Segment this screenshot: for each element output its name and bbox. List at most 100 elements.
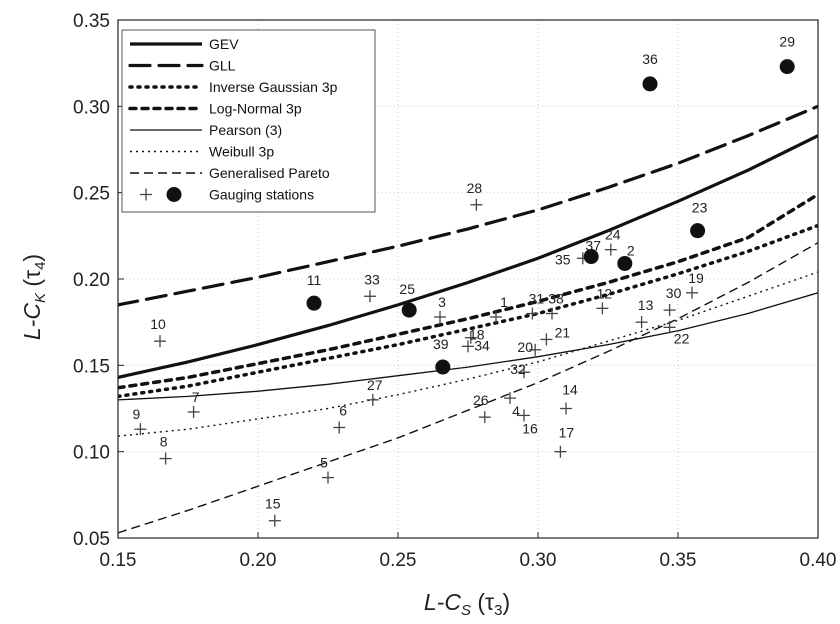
station-label-24: 24 bbox=[605, 227, 621, 243]
station-dot-39 bbox=[435, 359, 451, 375]
station-label-5: 5 bbox=[320, 455, 328, 471]
legend: GEV GLL Inverse Gaussian 3p Log-Normal 3p Pe… bbox=[121, 29, 376, 213]
station-label-10: 10 bbox=[150, 316, 166, 332]
station-label-38: 38 bbox=[548, 291, 564, 307]
station-label-21: 21 bbox=[555, 324, 571, 340]
station-plus-20 bbox=[529, 343, 542, 356]
station-plus-24 bbox=[604, 243, 617, 256]
station-dot-37 bbox=[583, 249, 599, 265]
station-plus-30 bbox=[663, 304, 676, 317]
station-label-11: 11 bbox=[307, 272, 322, 288]
station-label-28: 28 bbox=[467, 180, 483, 196]
station-plus-27 bbox=[366, 393, 379, 406]
y-tick-label: 0.25 bbox=[73, 184, 110, 205]
station-label-29: 29 bbox=[779, 34, 795, 50]
station-dot-2 bbox=[617, 255, 633, 271]
x-axis-title-main: L-C bbox=[424, 589, 461, 615]
station-plus-31 bbox=[526, 307, 539, 320]
y-axis-title-rest: (τ bbox=[19, 270, 45, 293]
y-tick-label: 0.35 bbox=[73, 11, 110, 32]
legend-label: Generalised Pareto bbox=[209, 165, 330, 181]
legend-label: Weibull 3p bbox=[209, 144, 274, 160]
station-plus-13 bbox=[635, 316, 648, 329]
station-plus-14 bbox=[560, 402, 572, 415]
station-plus-28 bbox=[470, 198, 483, 211]
station-plus-15 bbox=[268, 514, 281, 527]
station-label-15: 15 bbox=[265, 496, 281, 512]
station-plus-32 bbox=[518, 366, 530, 379]
station-plus-4 bbox=[504, 392, 516, 405]
legend-label: Pearson (3) bbox=[209, 122, 282, 138]
station-plus-17 bbox=[554, 445, 567, 458]
x-axis-title-sub: S bbox=[461, 602, 471, 619]
legend-dot bbox=[166, 187, 182, 202]
curve-gev bbox=[118, 134, 818, 379]
curve-inverse-gaussian-3p bbox=[118, 223, 818, 399]
station-label-36: 36 bbox=[642, 51, 658, 67]
station-plus-6 bbox=[333, 421, 346, 434]
station-dot-29 bbox=[779, 59, 795, 75]
station-label-37: 37 bbox=[585, 238, 601, 254]
x-tick-label: 0.25 bbox=[380, 550, 417, 571]
x-tick-label: 0.30 bbox=[520, 550, 557, 571]
station-label-4: 4 bbox=[512, 403, 520, 419]
x-axis-title: L-CS (τ3) bbox=[424, 589, 510, 619]
station-plus-34 bbox=[462, 340, 474, 353]
y-tick-label: 0.20 bbox=[73, 270, 110, 291]
station-label-26: 26 bbox=[473, 392, 489, 408]
x-tick-label: 0.15 bbox=[100, 550, 137, 571]
legend-label: Inverse Gaussian 3p bbox=[209, 79, 338, 95]
station-label-6: 6 bbox=[339, 402, 347, 418]
station-label-30: 30 bbox=[666, 285, 682, 301]
station-label-22: 22 bbox=[674, 330, 690, 346]
legend-label: Log-Normal 3p bbox=[209, 101, 302, 117]
station-plus-33 bbox=[364, 290, 376, 303]
station-label-19: 19 bbox=[688, 270, 704, 286]
station-label-16: 16 bbox=[522, 420, 538, 436]
x-tick-label: 0.40 bbox=[800, 550, 837, 571]
legend-label: GLL bbox=[209, 58, 236, 74]
station-label-32: 32 bbox=[510, 361, 526, 377]
distribution-curves bbox=[118, 104, 818, 534]
axis-ticks: 0.15 0.20 0.25 0.30 0.35 0.40 0.05 0.10 0.15 0.20… bbox=[73, 11, 836, 571]
station-plus-16 bbox=[518, 409, 530, 422]
station-label-1: 1 bbox=[500, 294, 508, 310]
y-axis-title-idx: 4 bbox=[32, 262, 49, 270]
station-label-34: 34 bbox=[474, 337, 490, 353]
x-tick-label: 0.35 bbox=[660, 550, 697, 571]
station-label-14: 14 bbox=[562, 382, 578, 398]
station-label-13: 13 bbox=[638, 297, 654, 313]
station-plus-8 bbox=[159, 452, 172, 465]
station-plus-10 bbox=[154, 335, 166, 348]
legend-box bbox=[121, 29, 376, 213]
y-tick-label: 0.15 bbox=[73, 356, 110, 377]
y-tick-label: 0.30 bbox=[73, 97, 110, 118]
curve-gll bbox=[118, 104, 818, 307]
station-label-25: 25 bbox=[399, 281, 415, 297]
station-plus-1 bbox=[490, 310, 502, 323]
y-tick-label: 0.10 bbox=[73, 443, 110, 464]
curve-log-normal-3p bbox=[118, 192, 818, 390]
station-plus-19 bbox=[686, 286, 698, 299]
y-axis-title: L-CK (τ4) bbox=[19, 254, 49, 340]
y-axis-title-main: L-C bbox=[19, 303, 45, 340]
station-label-39: 39 bbox=[433, 336, 449, 352]
station-label-27: 27 bbox=[367, 377, 383, 393]
legend-label-stations: Gauging stations bbox=[209, 187, 314, 203]
station-plus-18 bbox=[464, 331, 477, 344]
station-plus-38 bbox=[546, 307, 558, 320]
curve-weibull-3p bbox=[118, 271, 818, 437]
station-label-20: 20 bbox=[517, 339, 533, 355]
legend-label: GEV bbox=[209, 36, 239, 52]
station-label-8: 8 bbox=[160, 434, 168, 450]
station-plus-22 bbox=[663, 321, 676, 334]
x-axis-title-close: ) bbox=[502, 589, 510, 615]
station-plus-5 bbox=[322, 471, 334, 484]
station-label-9: 9 bbox=[133, 406, 141, 422]
station-label-7: 7 bbox=[192, 389, 200, 405]
x-axis-title-rest: (τ bbox=[471, 589, 494, 615]
station-label-23: 23 bbox=[692, 200, 708, 216]
station-label-18: 18 bbox=[469, 327, 485, 343]
station-plus-7 bbox=[187, 405, 200, 418]
